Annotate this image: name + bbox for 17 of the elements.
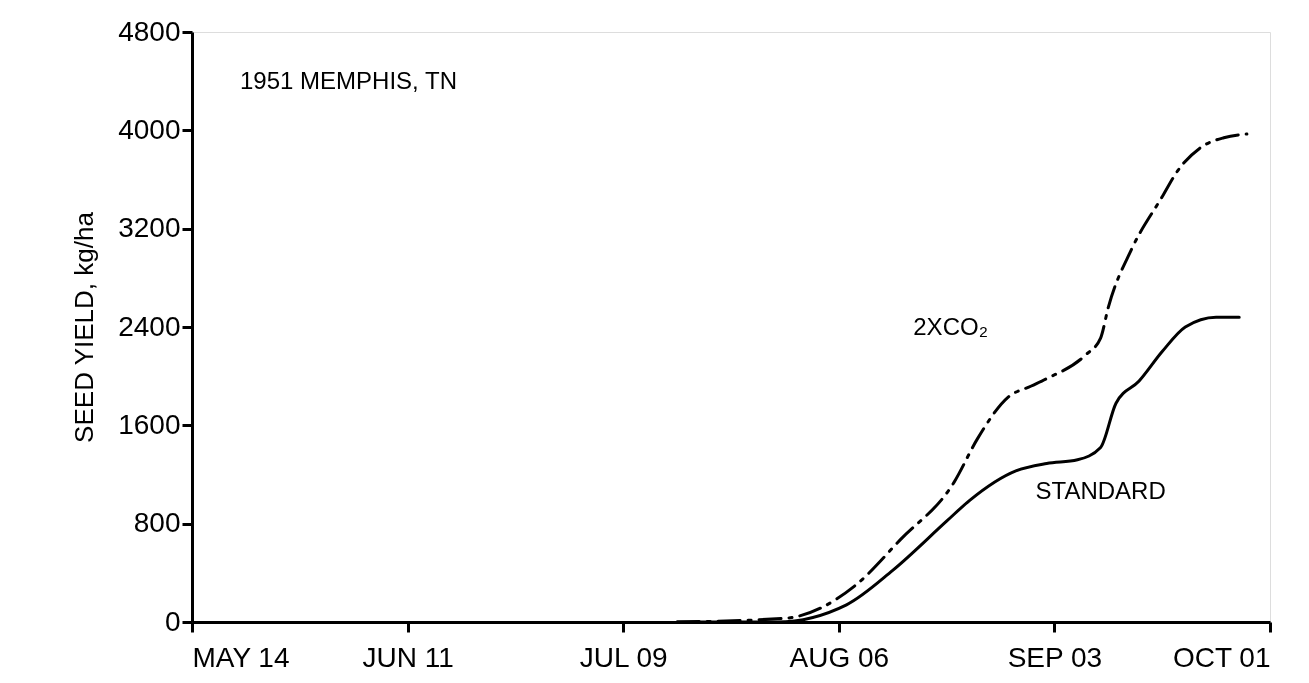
text: 2XCO₂ xyxy=(913,313,988,341)
y-tick-label: 4000 xyxy=(118,113,181,145)
y-tick-label: 0 xyxy=(164,605,181,637)
x-tick-label: MAY 14 xyxy=(192,641,290,673)
series-label: STANDARD xyxy=(1035,477,1166,505)
y-tick-label: 2400 xyxy=(118,310,181,342)
x-tick-label: AUG 06 xyxy=(789,641,890,673)
x-tick-label: JUL 09 xyxy=(579,641,668,673)
y-tick-label: 3200 xyxy=(118,212,181,244)
y-tick-label: 1600 xyxy=(118,408,181,440)
y-tick-label: 800 xyxy=(133,507,181,539)
x-tick-label: OCT 01 xyxy=(1172,641,1271,673)
x-tick-label: JUN 11 xyxy=(362,641,454,673)
x-tick-label: SEP 03 xyxy=(1007,641,1103,673)
y-tick-label: 4800 xyxy=(118,15,181,47)
y-axis-title: SEED YIELD, kg/ha xyxy=(69,211,100,443)
annotation: 1951 MEMPHIS, TN xyxy=(240,67,457,94)
